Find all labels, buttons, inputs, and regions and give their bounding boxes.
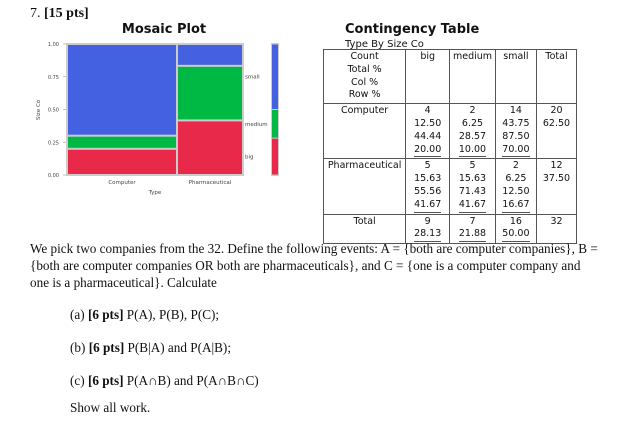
cell-value: 20.00 [414, 144, 442, 158]
cell-value: 12.50 [414, 117, 442, 129]
mosaic-cell-medium [178, 66, 242, 120]
table-row: Pharmaceutical 5 15.63 55.56 41.67 5 15.63 71.4… [322, 158, 578, 215]
cell-value: 44.44 [414, 130, 442, 142]
cell-value: 14 [509, 105, 522, 117]
x-axis-label: Type [148, 190, 162, 196]
header-label: Row % [348, 89, 381, 101]
question-number: 7. [15 pts] [30, 6, 89, 21]
table-cell: 4 12.50 44.44 20.00 [405, 103, 451, 160]
y-tick-label: 1.00 [48, 42, 59, 48]
cell-value: 16.67 [502, 199, 530, 213]
part-b: (b) [6 pts] P(B|A) and P(A|B); [70, 340, 231, 355]
cell-value: 6.25 [505, 173, 527, 185]
table-cell: 16 50.00 [494, 213, 537, 245]
header-label: Count [350, 51, 379, 62]
cell-value: 21.88 [458, 228, 487, 243]
column-header: medium [449, 48, 496, 105]
cell-value: 2 [469, 105, 476, 117]
cell-value: 12.50 [502, 185, 530, 197]
column-header: big [405, 48, 451, 105]
cell-value: 28.13 [414, 228, 442, 243]
cell-value: 62.50 [542, 117, 571, 129]
y-axis-label: Size Co [36, 99, 42, 120]
cell-value: 2 [512, 160, 519, 172]
cell-value: 41.67 [458, 199, 487, 213]
y-tick-label: 0.50 [48, 108, 59, 114]
cell-value: 16 [509, 215, 522, 227]
mosaic-cell-big [178, 121, 242, 174]
cell-value: 70.00 [502, 144, 530, 158]
table-cell: 9 28.13 [405, 213, 451, 245]
contingency-table: Count Total % Col % Row % big medium small Tota… [322, 48, 578, 245]
table-cell: 5 15.63 55.56 41.67 [405, 158, 451, 215]
legend-label: small [245, 75, 260, 81]
legend-label: medium [245, 122, 268, 128]
cell-value: 6.25 [461, 117, 484, 129]
header-labels: Count Total % Col % Row % [322, 48, 407, 105]
cell-value: 41.67 [414, 199, 442, 213]
table-title: Contingency Table [345, 22, 480, 37]
y-tick-label: 0.25 [48, 140, 59, 146]
table-row: Total 9 28.13 7 21.88 16 50.00 32 [322, 213, 578, 245]
part-c: (c) [6 pts] P(A∩B) and P(A∩B∩C) [70, 373, 259, 388]
cell-value: 87.50 [502, 130, 530, 142]
table-cell: 20 62.50 [535, 103, 578, 160]
problem-text: We pick two companies from the 32. Defin… [30, 241, 598, 290]
mosaic-cell-small [68, 45, 176, 135]
cell-value: 7 [469, 215, 476, 227]
row-label: Total [322, 213, 407, 245]
table-cell: 5 15.63 71.43 41.67 [449, 158, 496, 215]
x-tick-label: Computer [108, 180, 136, 186]
mosaic-title: Mosaic Plot [121, 22, 207, 37]
mosaic-plot: Computer Pharmaceutical 0.00 0.25 0.50 0.75 1.… [36, 42, 279, 196]
legend-label: big [245, 155, 254, 161]
legend-frame [271, 43, 279, 176]
cell-value: 43.75 [502, 117, 530, 129]
row-label: Computer [322, 103, 407, 160]
header-label: Col % [351, 76, 379, 88]
cell-value: 15.63 [414, 173, 442, 185]
x-tick-label: Pharmaceutical [189, 180, 232, 186]
cell-value: 10.00 [458, 144, 487, 158]
y-tick-label: 0.00 [48, 173, 59, 179]
table-cell: 12 37.50 [535, 158, 578, 215]
cell-value: 4 [424, 105, 431, 117]
table-cell: 14 43.75 87.50 70.00 [494, 103, 537, 160]
cell-value: 5 [424, 160, 431, 172]
legend-swatch-small [272, 44, 278, 109]
header-row: Count Total % Col % Row % big medium small Tota… [322, 48, 578, 105]
cell-value: 20 [550, 105, 563, 117]
cell-value: 71.43 [458, 185, 487, 197]
column-header: Total [535, 48, 578, 105]
row-label: Pharmaceutical [322, 158, 407, 215]
cell-value: 9 [424, 215, 431, 227]
part-a: (a) [6 pts] P(A), P(B), P(C); [70, 307, 220, 322]
mosaic-cell-big [68, 149, 176, 174]
cell-value: 50.00 [502, 228, 530, 243]
table-cell: 2 6.25 28.57 10.00 [449, 103, 496, 160]
table-cell: 32 [535, 213, 578, 245]
cell-value: 32 [550, 215, 563, 227]
legend-swatch-big [272, 138, 278, 175]
column-header: small [494, 48, 537, 105]
header-label: Total % [347, 63, 382, 75]
table-row: Computer 4 12.50 44.44 20.00 2 6.25 28.57 10.00 1… [322, 103, 578, 160]
table-subtitle: Type By Size Co [345, 39, 424, 50]
cell-value: 55.56 [414, 185, 442, 197]
cell-value: 28.57 [458, 130, 487, 142]
y-tick-label: 0.75 [48, 75, 59, 81]
cell-value: 15.63 [458, 173, 487, 185]
footer-text: Show all work. [70, 400, 151, 415]
mosaic-cell-small [178, 44, 242, 65]
legend-swatch-medium [272, 109, 278, 138]
cell-value: 37.50 [542, 173, 571, 185]
mosaic-cell-medium [68, 136, 176, 148]
cell-value: 5 [469, 160, 476, 172]
cell-value: 12 [550, 160, 563, 172]
table-cell: 2 6.25 12.50 16.67 [494, 158, 537, 215]
